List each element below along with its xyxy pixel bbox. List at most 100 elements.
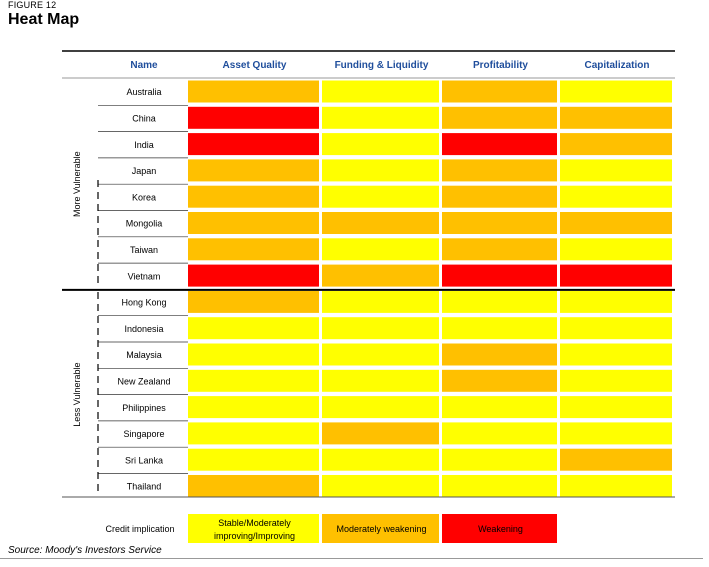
row-label: India [134, 140, 154, 150]
heat-cell [322, 369, 439, 392]
heat-cell [188, 80, 319, 103]
heat-cell [560, 106, 672, 129]
heat-cell [322, 343, 439, 366]
heat-cell [442, 317, 557, 340]
heat-cell [560, 422, 672, 445]
heat-cell [188, 369, 319, 392]
row-label: Malaysia [126, 350, 162, 360]
heat-cell [322, 185, 439, 208]
header-col-0: Asset Quality [223, 60, 287, 71]
row-label: Thailand [127, 482, 162, 492]
header-name: Name [130, 60, 158, 71]
heat-cell [442, 212, 557, 234]
row-label: Japan [132, 166, 157, 176]
legend-swatch-2 [322, 514, 439, 543]
heat-cell [442, 396, 557, 419]
legend-title: Credit implication [105, 524, 174, 534]
bottom-rule [0, 558, 703, 559]
heat-cell [188, 317, 319, 340]
heat-cell [560, 133, 672, 156]
heat-cell [188, 396, 319, 419]
heat-cell [188, 264, 319, 287]
row-label: Australia [126, 87, 161, 97]
row-label: Hong Kong [121, 298, 166, 308]
heat-cell [322, 290, 439, 313]
legend-text: Stable/Moderately [218, 518, 291, 528]
legend-swatch-3 [442, 514, 557, 543]
row-label: Mongolia [126, 219, 163, 229]
heat-cell [188, 290, 319, 313]
heat-cell [322, 422, 439, 445]
legend-text: Moderately weakening [336, 524, 426, 534]
row-label: Taiwan [130, 245, 158, 255]
heat-cell [560, 475, 672, 497]
group-label-less-vulnerable: Less Vulnerable [72, 362, 82, 426]
heat-cell [322, 475, 439, 497]
heat-cell [560, 396, 672, 419]
row-label: China [132, 113, 156, 123]
heat-cell [560, 80, 672, 103]
row-label: Korea [132, 192, 156, 202]
row-label: Indonesia [124, 324, 163, 334]
legend-text: improving/Improving [214, 531, 295, 541]
legend-text: Weakening [478, 524, 523, 534]
heat-cell [188, 475, 319, 497]
row-label: Vietnam [128, 271, 161, 281]
heat-cell [322, 133, 439, 156]
heat-cell [188, 159, 319, 182]
heat-cell [560, 290, 672, 313]
row-label: Philippines [122, 403, 166, 413]
heat-cell [322, 212, 439, 234]
header-col-1: Funding & Liquidity [335, 60, 429, 71]
heat-cell [560, 185, 672, 208]
heat-cell [560, 448, 672, 471]
legend-swatch-1 [188, 514, 319, 543]
heat-cell [322, 106, 439, 129]
heat-cell [442, 238, 557, 261]
source-note: Source: Moody's Investors Service [8, 545, 162, 556]
heat-cell [442, 343, 557, 366]
heat-cell [442, 159, 557, 182]
heat-cell [442, 185, 557, 208]
heat-cell [442, 475, 557, 497]
heat-cell [322, 396, 439, 419]
heat-cell [188, 448, 319, 471]
figure-label: FIGURE 12 [8, 0, 57, 10]
heat-cell [442, 369, 557, 392]
heat-cell [188, 238, 319, 261]
row-label: New Zealand [117, 376, 170, 386]
heat-cell [188, 422, 319, 445]
heat-cell [442, 448, 557, 471]
heat-cell [442, 290, 557, 313]
heat-cell [322, 80, 439, 103]
heat-cell [188, 133, 319, 156]
heat-cell [322, 317, 439, 340]
heat-cell [442, 106, 557, 129]
heat-cell [560, 159, 672, 182]
row-label: Sri Lanka [125, 455, 163, 465]
heat-cell [322, 159, 439, 182]
heat-cell [442, 264, 557, 287]
heat-cell [560, 264, 672, 287]
heat-cell [560, 238, 672, 261]
heat-cell [442, 80, 557, 103]
header-col-3: Capitalization [584, 60, 649, 71]
heat-cell [442, 422, 557, 445]
heat-cell [188, 343, 319, 366]
heat-cell [188, 106, 319, 129]
heat-cell [560, 212, 672, 234]
row-label: Singapore [123, 429, 164, 439]
heat-cell [188, 212, 319, 234]
header-col-2: Profitability [473, 60, 528, 71]
heat-cell [560, 317, 672, 340]
heat-cell [560, 343, 672, 366]
heat-cell [442, 133, 557, 156]
heat-cell [322, 238, 439, 261]
heat-cell [188, 185, 319, 208]
group-label-more-vulnerable: More Vulnerable [72, 151, 82, 217]
heat-cell [322, 264, 439, 287]
heat-cell [560, 369, 672, 392]
heat-cell [322, 448, 439, 471]
figure-title: Heat Map [8, 11, 80, 28]
